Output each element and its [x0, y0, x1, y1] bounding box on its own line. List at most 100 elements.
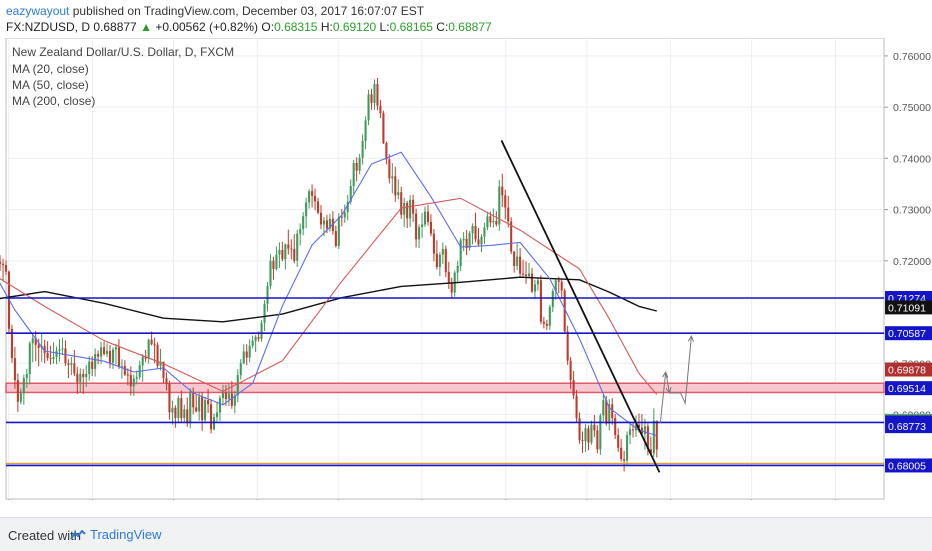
candle-body: [533, 284, 537, 292]
candle-body: [370, 94, 373, 104]
candle-body: [429, 221, 432, 234]
candle-body: [608, 404, 611, 424]
created-with-text: Created with: [8, 528, 81, 543]
candle-body: [316, 201, 320, 213]
change-value: +0.00562 (+0.82%): [155, 20, 259, 34]
candle-body: [55, 350, 58, 358]
price-axis[interactable]: 0.760000.750000.740000.730000.720000.700…: [884, 51, 932, 473]
candle-body: [444, 249, 447, 273]
candle-body: [331, 218, 334, 232]
candle-body: [652, 420, 655, 454]
candle-body: [302, 216, 305, 230]
candle-body: [391, 176, 394, 179]
candle-body: [73, 363, 76, 374]
candle-body: [492, 220, 495, 223]
up-arrow-icon: ▲: [140, 20, 152, 34]
candle-body: [587, 428, 590, 443]
candle-body: [85, 374, 88, 378]
y-tick-label: 0.72000: [893, 256, 931, 268]
candle-body: [76, 373, 79, 383]
candle-body: [400, 192, 403, 215]
candle-body: [361, 140, 364, 158]
legend-ma20: MA (20, close): [12, 62, 89, 76]
candle-body: [70, 363, 73, 365]
candle-body: [198, 396, 201, 412]
candle-body: [539, 280, 542, 322]
candle-body: [105, 350, 109, 355]
candle-body: [239, 363, 242, 376]
low-label: L:: [379, 20, 390, 34]
candle-body: [201, 396, 204, 421]
candle-body: [447, 272, 450, 283]
candle-body: [483, 227, 486, 237]
candle-body: [560, 281, 563, 291]
candle-body: [260, 322, 263, 339]
candle-body: [141, 356, 144, 366]
candle-body: [210, 404, 213, 430]
candle-body: [575, 395, 578, 419]
candle-body: [465, 238, 468, 249]
candle-body: [382, 113, 385, 144]
candle-body: [248, 345, 251, 358]
candle-body: [227, 393, 230, 400]
price-tag-label: 0.70587: [888, 328, 926, 340]
candle-body: [49, 358, 52, 360]
candle-body: [135, 377, 138, 379]
price-tag-label: 0.71091: [888, 302, 926, 314]
candle-body: [337, 216, 340, 246]
legend-ma50: MA (50, close): [12, 78, 89, 92]
candle-body: [504, 195, 507, 208]
candle-body: [409, 199, 412, 219]
candle-body: [159, 361, 162, 366]
publish-header: eazywayout published on TradingView.com,…: [6, 3, 424, 19]
candle-body: [91, 361, 94, 369]
candle-body: [79, 374, 82, 383]
candle-body: [334, 231, 337, 246]
legend-ma200: MA (200, close): [12, 94, 95, 108]
candle-body: [343, 212, 346, 218]
price-tag-label: 0.69878: [888, 365, 926, 377]
price-tag: [885, 419, 932, 434]
candle-body: [322, 220, 326, 225]
candle-body: [183, 409, 186, 419]
horizontal-levels: [6, 297, 884, 467]
candle-body: [31, 338, 34, 344]
candle-body: [254, 337, 257, 341]
candle-body: [510, 221, 513, 252]
chart-legend: New Zealand Dollar/U.S. Dollar, D, FXCM …: [12, 45, 234, 108]
candle-body: [569, 360, 572, 381]
candle-body: [64, 348, 67, 364]
candle-body: [61, 348, 64, 350]
candle-body: [272, 260, 275, 270]
price-chart[interactable]: 0.760000.750000.740000.730000.720000.700…: [0, 38, 932, 500]
candle-body: [418, 227, 421, 240]
author-link[interactable]: eazywayout: [6, 4, 70, 18]
candle-body: [25, 374, 28, 379]
candle-body: [590, 424, 593, 443]
candle-body: [16, 380, 19, 402]
candle-body: [305, 202, 308, 217]
candle-body: [308, 191, 311, 203]
candle-body: [325, 220, 328, 229]
price-tag: [885, 326, 932, 341]
footer-bar: Created with TradingView: [0, 517, 932, 551]
candle-body: [117, 347, 120, 367]
tradingview-brand: TradingView: [90, 527, 162, 542]
projection-arrow-1: [662, 370, 669, 378]
candle-body: [19, 393, 22, 402]
candle-body: [299, 229, 302, 234]
candle-body: [1, 263, 5, 265]
candle-body: [22, 378, 25, 394]
time-axis[interactable]: MarAprMayJunJulAugSepOctNovDec2018: [0, 499, 847, 500]
candle-body: [578, 418, 581, 441]
candle-body: [284, 244, 287, 260]
candle-body: [58, 349, 61, 351]
candle-body: [257, 337, 260, 339]
open-label: O:: [261, 20, 275, 34]
candle-body: [129, 375, 132, 387]
candle-body: [545, 323, 548, 326]
tradingview-logo[interactable]: TradingView: [70, 527, 162, 542]
candle-body: [221, 392, 224, 399]
candle-body: [373, 84, 376, 104]
candle-body: [501, 186, 504, 196]
